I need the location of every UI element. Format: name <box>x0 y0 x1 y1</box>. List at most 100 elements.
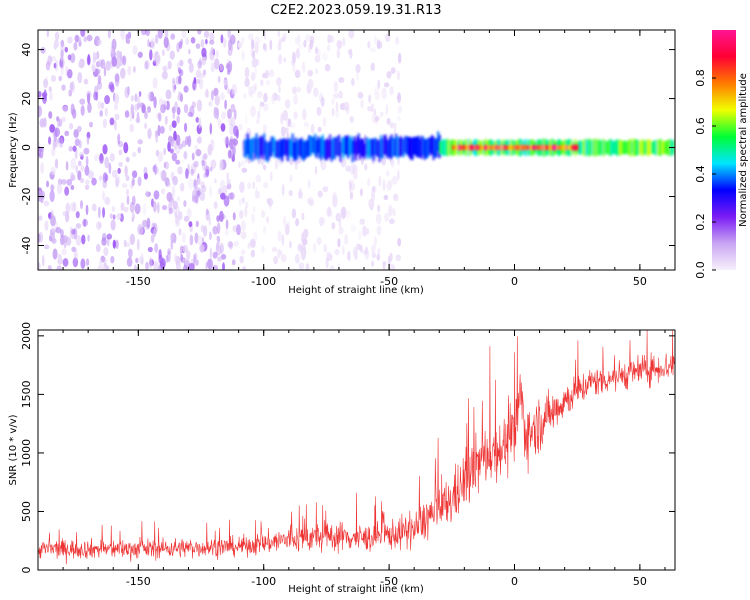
spectral-blob <box>225 136 229 149</box>
spectral-blob <box>100 59 106 69</box>
spectral-blob <box>163 161 167 169</box>
spectral-blob <box>69 82 74 91</box>
signal-segment <box>413 136 416 155</box>
spectral-blob <box>187 135 192 148</box>
spectral-blob <box>250 249 255 258</box>
spectral-blob <box>72 145 77 152</box>
signal-segment <box>309 135 312 157</box>
spectral-blob <box>302 108 307 121</box>
spectral-blob <box>148 256 153 269</box>
spectral-blob <box>79 200 84 210</box>
spectral-blob <box>303 39 307 48</box>
signal-segment <box>487 144 490 151</box>
spectral-blob <box>71 228 76 235</box>
spectral-blob <box>103 246 109 257</box>
spectral-blob <box>141 104 146 114</box>
spectral-blob <box>127 65 132 76</box>
spectral-blob <box>340 206 347 219</box>
spectral-blob <box>316 236 322 246</box>
spectral-blob <box>200 181 205 189</box>
spectral-blob <box>367 40 371 49</box>
signal-segment <box>414 136 417 156</box>
spectral-blob <box>183 150 188 160</box>
signal-segment <box>284 138 287 155</box>
spectral-blob <box>350 224 357 233</box>
signal-segment <box>375 138 378 157</box>
spectral-blob <box>162 49 165 57</box>
spectral-blob <box>137 176 142 187</box>
spectral-blob <box>371 251 376 259</box>
spectral-blob <box>209 166 213 172</box>
spectral-blob <box>188 48 191 55</box>
spectral-blob <box>239 181 245 194</box>
spectral-blob <box>213 87 219 97</box>
signal-segment <box>463 145 466 150</box>
signal-segment <box>532 145 535 150</box>
spectral-blob <box>255 186 258 199</box>
colorbar-label: Normalized spectral amplitude <box>738 73 749 227</box>
signal-segment <box>531 145 534 151</box>
signal-segment <box>416 136 419 158</box>
spectral-blob <box>60 229 64 238</box>
spectral-blob <box>153 261 159 270</box>
signal-segment <box>332 137 335 159</box>
signal-segment <box>457 144 460 151</box>
spectral-blob <box>219 92 225 101</box>
signal-segment <box>490 145 493 151</box>
spectral-blob <box>61 116 66 123</box>
signal-segment <box>659 139 662 156</box>
spectral-blob <box>176 206 180 214</box>
spectral-blob <box>158 98 164 107</box>
spectral-blob <box>348 30 355 39</box>
signal-segment <box>411 137 414 160</box>
spectral-blob <box>97 74 102 85</box>
spectral-blob <box>120 67 126 79</box>
spectral-blob <box>254 36 261 45</box>
spectral-blob <box>378 175 382 187</box>
spectral-blob <box>303 228 309 239</box>
spectral-blob <box>155 53 161 66</box>
signal-segment <box>596 140 599 155</box>
spectral-blob <box>318 216 325 227</box>
spectral-blob <box>359 188 363 197</box>
signal-segment <box>513 145 516 150</box>
spectral-blob <box>161 204 168 211</box>
spectral-blob <box>297 243 303 251</box>
spectral-blob <box>47 55 53 66</box>
spectral-blob <box>168 207 173 215</box>
signal-segment <box>380 135 383 159</box>
spectral-blob <box>263 182 269 189</box>
spectral-blob <box>244 77 250 88</box>
signal-segment <box>492 145 495 150</box>
spectral-blob <box>327 34 332 44</box>
spectral-blob <box>38 90 42 98</box>
spectral-blob <box>357 91 364 99</box>
signal-segment <box>454 145 457 150</box>
spectral-blob <box>164 115 168 125</box>
spectral-blob <box>240 231 247 240</box>
spectral-blob <box>345 210 351 219</box>
spectral-blob <box>220 123 226 132</box>
spectral-blob <box>233 241 239 247</box>
spectral-blob <box>295 218 300 227</box>
spectral-blob <box>214 178 217 184</box>
spectral-blob <box>183 122 188 133</box>
spectral-blob <box>57 253 62 265</box>
spectral-blob <box>308 199 315 207</box>
spectral-blob <box>93 154 100 162</box>
spectral-blob <box>332 93 339 99</box>
signal-segment <box>580 141 583 154</box>
spectral-blob <box>97 39 102 46</box>
signal-segment <box>650 141 653 154</box>
spectrogram-xtick-label: 50 <box>633 275 647 288</box>
signal-segment <box>453 145 456 150</box>
spectral-blob <box>386 180 392 192</box>
signal-segment <box>649 139 652 156</box>
spectral-blob <box>177 75 182 85</box>
spectral-blob <box>209 247 213 260</box>
spectral-blob <box>123 142 129 154</box>
spectral-blob <box>53 62 57 69</box>
spectral-blob <box>228 38 232 51</box>
spectral-blob <box>85 184 90 190</box>
